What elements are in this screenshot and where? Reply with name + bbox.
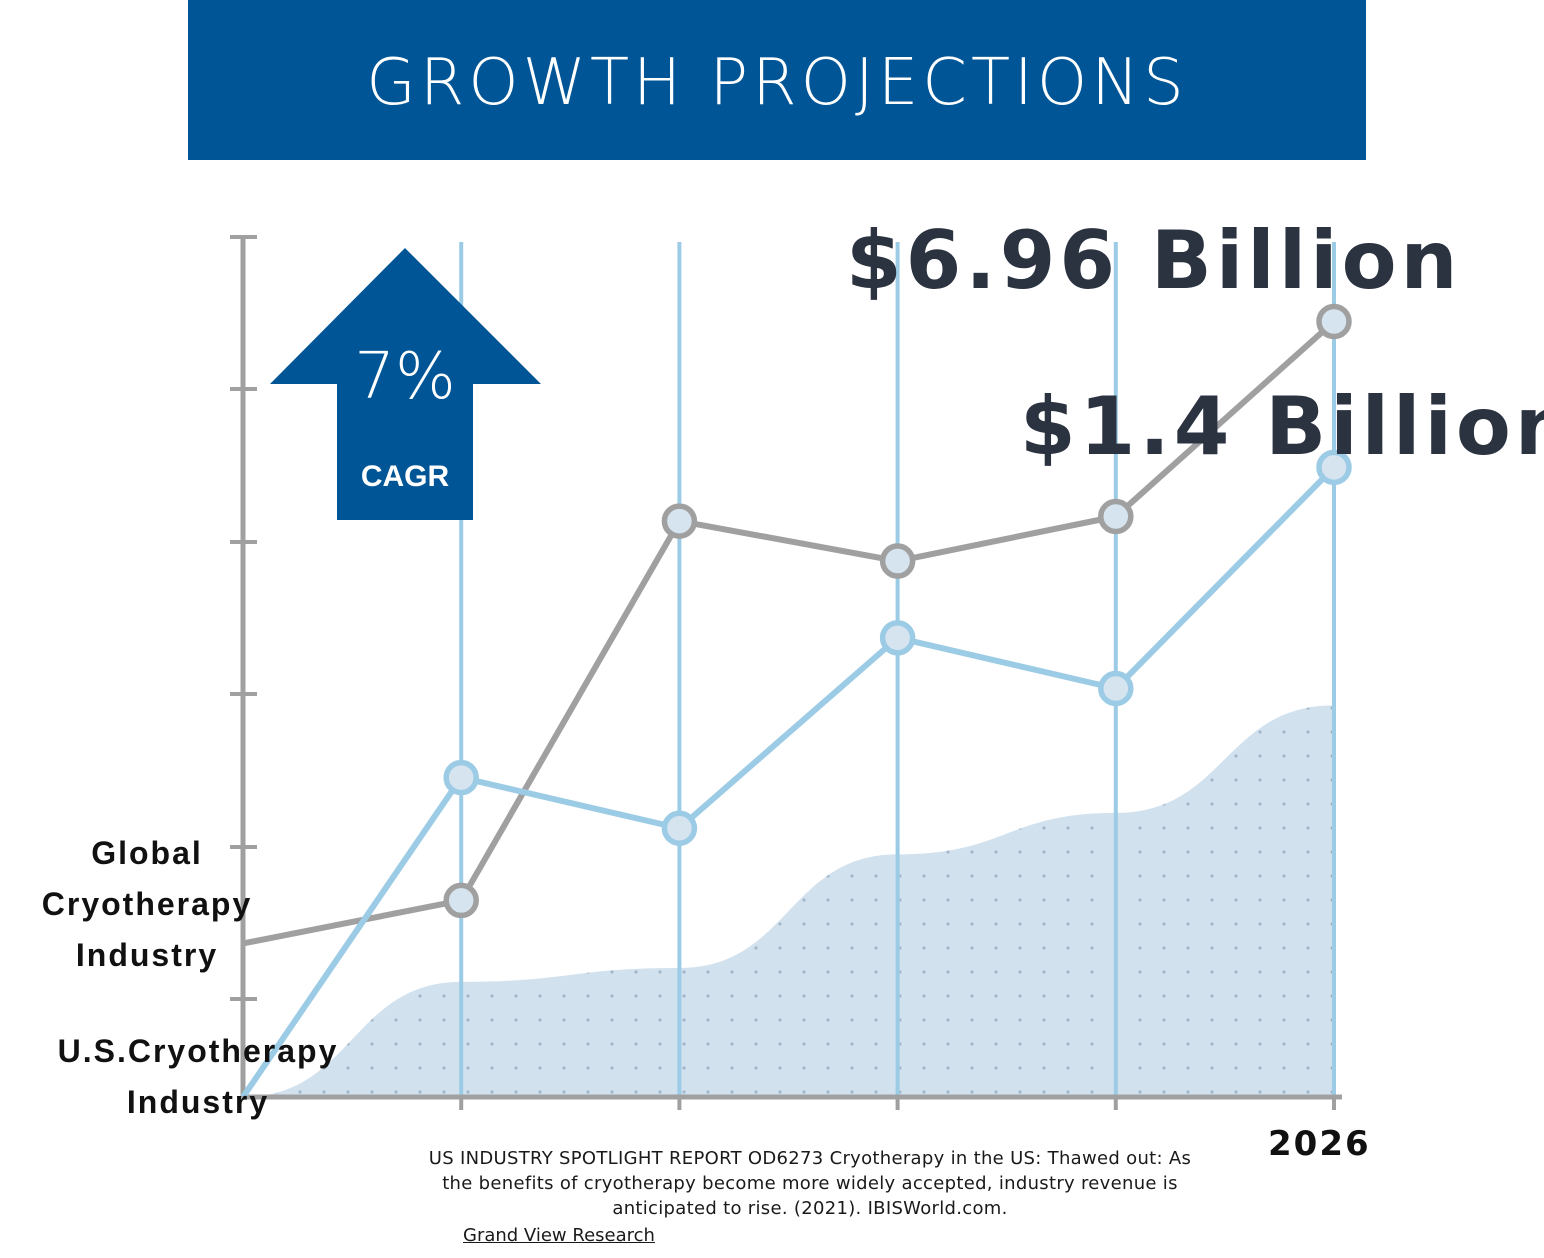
- us-series-line: [240, 465, 1337, 1099]
- citation-text: US INDUSTRY SPOTLIGHT REPORT OD6273 Cryo…: [428, 1148, 1192, 1219]
- up-arrow-icon: [270, 248, 541, 520]
- cagr-label: CAGR: [360, 460, 450, 493]
- global-point: [1316, 303, 1352, 340]
- global-point: [1098, 498, 1134, 535]
- x-tick-label-2026: 2026: [1268, 1124, 1371, 1164]
- us-point: [443, 759, 479, 796]
- us-series-label: U.S.Cryotherapy Industry: [57, 1033, 339, 1120]
- global-point: [443, 882, 479, 919]
- global-point: [661, 503, 698, 539]
- header-banner: GROWTH PROJECTIONS: [188, 0, 1366, 160]
- cagr-percent: 7%: [354, 340, 456, 414]
- global-series-label: Global Cryotherapy Industry: [41, 835, 253, 973]
- us-point: [1098, 670, 1134, 707]
- area-dots: [243, 705, 1334, 1097]
- us-point: [1316, 449, 1352, 486]
- us-point: [661, 810, 698, 846]
- global-end-label: $6.96 Billion: [846, 214, 1462, 307]
- page-title: GROWTH PROJECTIONS: [366, 46, 1188, 120]
- us-end-label: $1.4 Billion: [1020, 380, 1544, 473]
- global-point: [879, 543, 916, 579]
- global-series-line: [242, 319, 1336, 947]
- us-point: [879, 620, 916, 656]
- citation-link[interactable]: Grand View Research: [463, 1225, 655, 1246]
